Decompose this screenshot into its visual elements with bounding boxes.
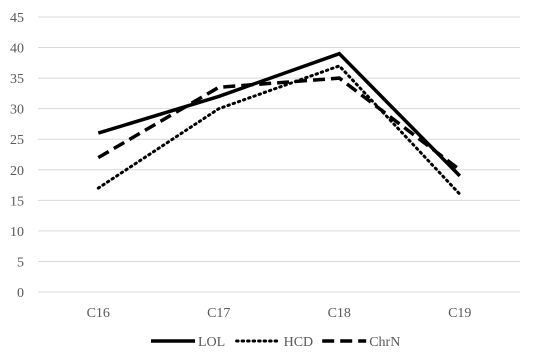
y-tick-label: 40 [10, 42, 24, 57]
legend: LOL HCD ChrN [151, 335, 400, 350]
y-tick-label: 20 [10, 164, 24, 179]
legend-label-hcd: HCD [284, 335, 314, 350]
y-tick-label: 45 [10, 11, 24, 26]
x-tick-label: C17 [207, 306, 230, 321]
y-tick-label: 15 [10, 194, 24, 209]
x-tick-label: C16 [87, 306, 110, 321]
series-line-chrn [97, 76, 461, 172]
y-tick-label: 5 [17, 255, 24, 270]
series-line-hcd [96, 64, 462, 196]
legend-label-lol: LOL [198, 335, 225, 350]
series-line-lol [97, 51, 462, 178]
x-tick-label: C19 [448, 306, 471, 321]
y-tick-label: 25 [10, 133, 24, 148]
y-tick-label: 10 [10, 225, 24, 240]
gridlines [38, 16, 520, 293]
x-axis-tick-labels: C16 C17 C18 C19 [87, 306, 472, 321]
y-tick-label: 30 [10, 103, 24, 118]
y-axis-tick-labels: 0 5 10 15 20 25 30 35 40 45 [10, 11, 24, 301]
y-tick-label: 0 [17, 286, 24, 301]
legend-label-chrn: ChrN [369, 335, 400, 350]
series-lines [96, 51, 462, 196]
x-tick-label: C18 [328, 306, 351, 321]
y-tick-label: 35 [10, 72, 24, 87]
